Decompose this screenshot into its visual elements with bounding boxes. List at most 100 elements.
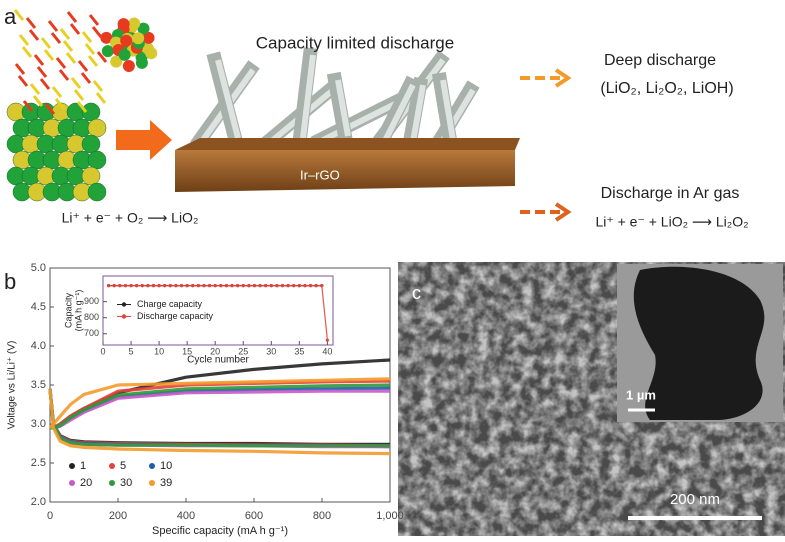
bond: [84, 43, 96, 55]
legend-label: Discharge capacity: [137, 311, 214, 321]
x-tick-label: 0: [47, 510, 53, 522]
bond: [95, 92, 107, 104]
bond: [39, 78, 51, 90]
y-axis-label: Voltage vs Li/Li⁺ (V): [7, 341, 18, 430]
data-point: [196, 284, 200, 288]
data-point: [297, 284, 301, 288]
x-axis-label: Specific capacity (mA h g⁻¹): [152, 525, 288, 537]
x-tick-label: 25: [238, 346, 248, 356]
arrow-head: [554, 68, 572, 88]
legend-marker: [109, 480, 115, 486]
data-point: [224, 284, 229, 288]
data-point: [314, 284, 318, 288]
data-point: [280, 284, 285, 288]
data-point: [157, 284, 161, 288]
data-point: [252, 284, 257, 288]
bond: [91, 26, 103, 38]
data-point: [236, 284, 240, 288]
bond: [77, 60, 89, 72]
panel-label: a: [4, 4, 17, 29]
bond: [13, 9, 25, 21]
deep-products: (LiO₂, Li₂O₂, LiOH): [600, 80, 733, 97]
panel-label: c: [412, 283, 421, 303]
x-tick-label: 200: [109, 510, 127, 522]
x-tick-label: 800: [313, 510, 331, 522]
x-tick-label: 0: [100, 346, 105, 356]
data-point: [247, 284, 251, 288]
atom: [87, 182, 107, 202]
deep-title: Deep discharge: [604, 52, 716, 69]
bond: [66, 11, 78, 23]
data-point: [185, 284, 189, 288]
bond: [14, 63, 26, 75]
data-point: [140, 284, 144, 288]
argon-reaction: Li⁺ + e⁻ + LiO₂ ⟶ Li₂O₂: [595, 214, 748, 230]
data-point: [325, 338, 329, 342]
data-point: [174, 284, 178, 288]
legend-label: 20: [80, 477, 92, 489]
substrate-top: [175, 138, 520, 150]
bond: [21, 46, 33, 58]
atom: [100, 31, 113, 44]
atom: [101, 45, 114, 58]
data-point: [275, 284, 279, 288]
bond: [55, 57, 67, 69]
substrate: [175, 150, 515, 192]
x-tick-label: 20: [210, 346, 220, 356]
y-axis-label: Capacity: [63, 292, 73, 328]
bond: [88, 14, 100, 26]
bond: [54, 98, 66, 110]
bond: [92, 80, 104, 92]
plot-frame: [102, 275, 334, 346]
atom: [120, 34, 133, 47]
data-point: [219, 284, 223, 288]
legend-label: 30: [120, 477, 132, 489]
y-tick-label: 2.0: [31, 496, 46, 508]
bond: [69, 23, 81, 35]
bond: [33, 54, 45, 66]
bond: [40, 37, 52, 49]
bond: [18, 34, 30, 46]
legend-marker: [69, 463, 75, 469]
data-point: [202, 284, 206, 288]
bond: [17, 75, 29, 87]
bond: [59, 28, 71, 40]
arrow: [116, 120, 172, 160]
legend-marker: [69, 480, 75, 486]
bond: [65, 52, 77, 64]
legend-marker: [149, 480, 155, 486]
data-point: [320, 284, 324, 288]
panel-a: a Capacity limited discharge Ir–rGO Li⁺ …: [4, 4, 749, 230]
bond: [25, 17, 37, 29]
data-point: [179, 284, 184, 288]
y-tick-label: 700: [84, 328, 99, 338]
data-line: [48, 377, 391, 429]
data-line: [48, 388, 391, 456]
legend-label: 1: [80, 460, 86, 472]
data-point: [135, 284, 139, 288]
bond: [44, 103, 56, 115]
arrow-head: [554, 202, 572, 222]
legend-marker: [109, 463, 115, 469]
panel-c: c 1 µm 200 nm: [398, 262, 785, 536]
panel-label: b: [4, 269, 16, 294]
data-point: [163, 284, 167, 288]
y-tick-label: 4.0: [31, 340, 46, 352]
data-point: [308, 284, 313, 288]
atom: [122, 59, 135, 72]
structure: [6, 9, 480, 202]
atom: [132, 32, 145, 45]
x-tick-label: 5: [129, 346, 134, 356]
atom: [145, 47, 158, 60]
data-point: [118, 284, 122, 288]
legend-marker: [149, 463, 155, 469]
bond: [43, 49, 55, 61]
scale-label: 1 µm: [626, 387, 656, 402]
data-point: [286, 284, 290, 288]
data-point: [258, 284, 262, 288]
bond: [80, 72, 92, 84]
tem-particle: [633, 266, 765, 420]
x-tick-label: 30: [266, 346, 276, 356]
bond: [62, 40, 74, 52]
